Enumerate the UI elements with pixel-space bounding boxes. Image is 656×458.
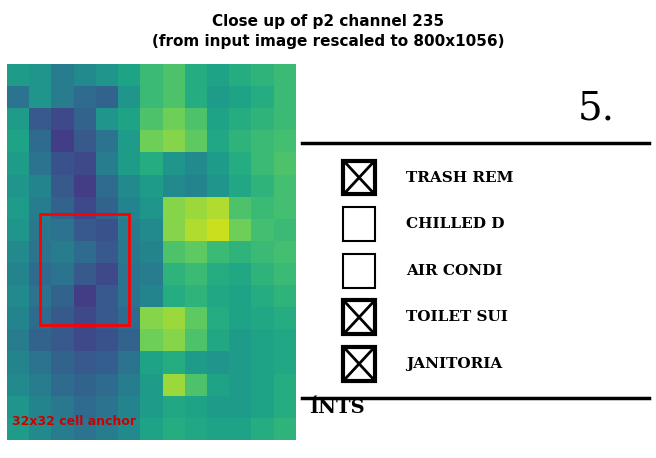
Text: ÍNTS: ÍNTS <box>309 399 364 417</box>
Text: Close up of p2 channel 235
(from input image rescaled to 800x1056): Close up of p2 channel 235 (from input i… <box>152 14 504 49</box>
Text: CHILLED D: CHILLED D <box>406 217 504 231</box>
Text: AIR CONDI: AIR CONDI <box>406 264 502 278</box>
Bar <box>344 254 375 288</box>
Text: TOILET SUI: TOILET SUI <box>406 310 508 324</box>
Text: 5.: 5. <box>578 90 615 127</box>
Text: TRASH REM: TRASH REM <box>406 170 514 185</box>
Bar <box>344 207 375 241</box>
Bar <box>344 347 375 381</box>
Bar <box>40 214 129 325</box>
Text: JANITORIA: JANITORIA <box>406 357 502 371</box>
Bar <box>344 161 375 195</box>
Text: 32x32 cell anchor: 32x32 cell anchor <box>12 415 136 428</box>
Bar <box>344 300 375 334</box>
